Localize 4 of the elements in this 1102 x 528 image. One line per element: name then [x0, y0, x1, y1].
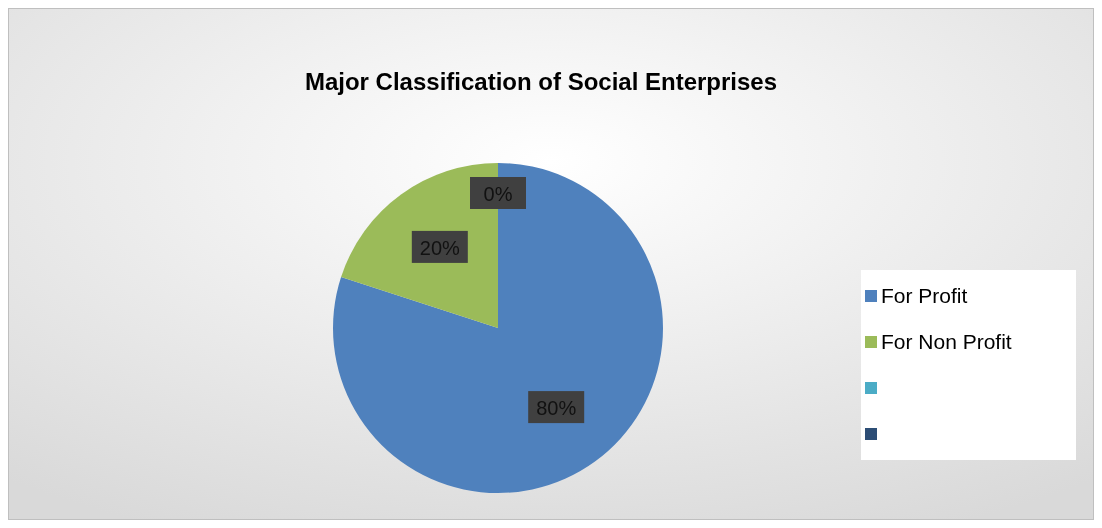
pie-slice: [333, 163, 663, 493]
legend-label: For Non Profit: [881, 330, 1012, 353]
chart-title: Major Classification of Social Enterprises: [304, 68, 778, 95]
legend-label: For Profit: [881, 284, 968, 307]
